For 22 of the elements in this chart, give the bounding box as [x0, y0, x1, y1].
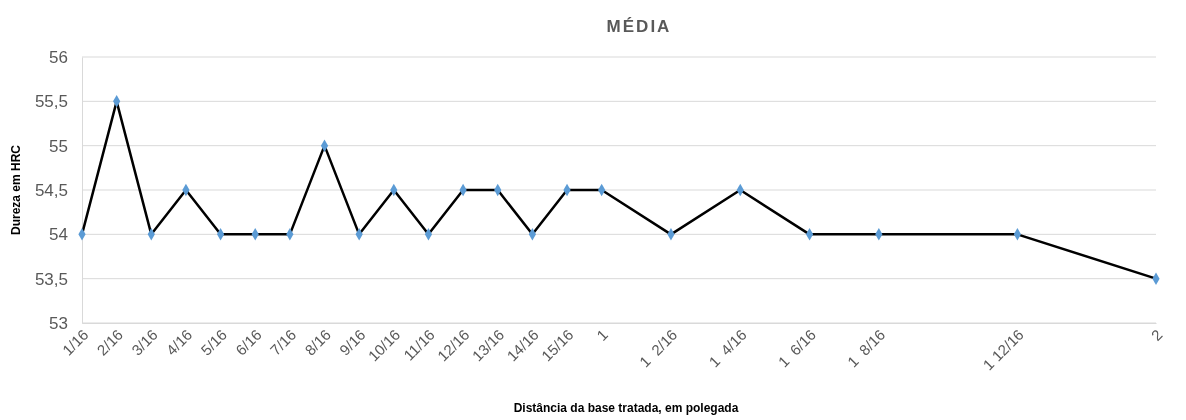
- y-tick-label: 53,5: [34, 269, 68, 289]
- x-tick-label: 5/16: [197, 325, 231, 359]
- x-tick-label: 6/16: [231, 325, 265, 359]
- x-tick-label: 1 4/16: [705, 325, 750, 371]
- y-tick-label: 55: [49, 136, 68, 156]
- y-tick-label: 54,5: [34, 180, 68, 200]
- x-tick-label: 2: [1147, 325, 1166, 344]
- y-tick-label: 55,5: [34, 92, 68, 112]
- chart-title: MÉDIA: [606, 17, 672, 36]
- y-axis-title: Dureza em HRC: [9, 144, 23, 236]
- x-tick-label: 8/16: [301, 325, 334, 359]
- x-axis-title: Distância da base tratada, em polegada: [513, 401, 739, 415]
- x-tick-label: 1 6/16: [774, 325, 819, 371]
- x-tick-label: 1 8/16: [843, 325, 889, 371]
- x-tick-label: 1: [593, 325, 612, 344]
- x-tick-label: 9/16: [335, 325, 369, 359]
- y-tick-label: 53: [49, 313, 68, 333]
- y-tick-label: 54: [49, 225, 68, 245]
- y-tick-label: 56: [49, 47, 68, 67]
- x-tick-label: 7/16: [266, 325, 300, 359]
- x-tick-label: 4/16: [162, 325, 196, 359]
- x-tick-label: 3/16: [128, 325, 161, 359]
